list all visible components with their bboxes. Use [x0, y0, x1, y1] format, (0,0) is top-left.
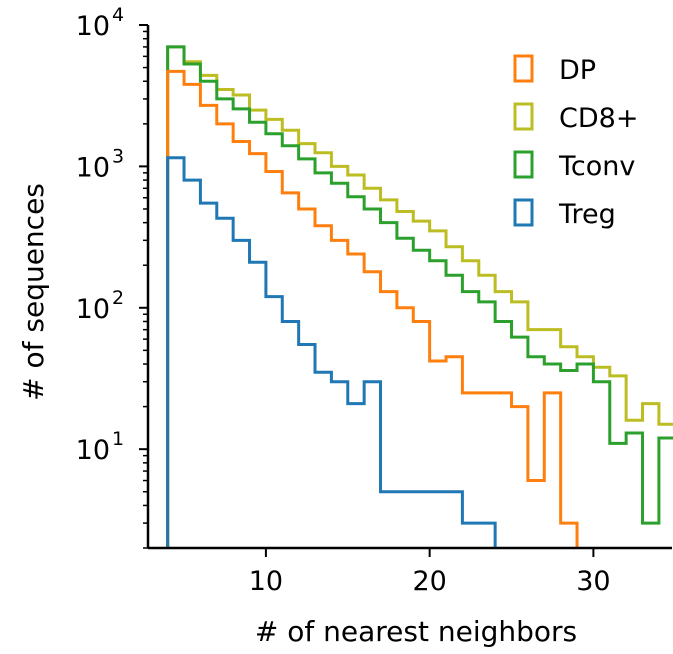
x-axis-title: # of nearest neighbors	[255, 615, 577, 648]
series-treg-line	[166, 156, 497, 548]
legend: DP CD8+ Tconv Treg	[513, 54, 638, 230]
series-layer	[166, 45, 673, 548]
legend-label: CD8+	[559, 103, 638, 134]
legend-label: DP	[559, 55, 596, 86]
series-cd8--line	[166, 45, 673, 548]
legend-label: Treg	[558, 199, 616, 230]
x-tick-label: 20	[412, 566, 446, 597]
y-tick-exponent: 1	[112, 428, 124, 450]
x-tick-label: 10	[249, 566, 283, 597]
y-tick-exponent: 4	[112, 4, 124, 26]
legend-swatch-dp	[513, 54, 534, 83]
x-tick-label: 30	[576, 566, 610, 597]
series-dp-line	[166, 69, 579, 548]
y-tick-exponent: 3	[112, 145, 124, 167]
legend-swatch-tconv	[513, 150, 534, 179]
legend-swatch-cd8-	[513, 102, 534, 131]
series-tconv-line	[166, 45, 673, 548]
y-tick-label: 10	[76, 435, 110, 466]
y-tick-label: 10	[76, 152, 110, 183]
y-axis-title: # of sequences	[17, 183, 50, 401]
y-tick-label: 10	[76, 294, 110, 325]
legend-label: Tconv	[558, 151, 635, 182]
legend-swatch-treg	[513, 198, 534, 227]
y-tick-exponent: 2	[112, 287, 124, 309]
y-tick-label: 10	[76, 11, 110, 42]
